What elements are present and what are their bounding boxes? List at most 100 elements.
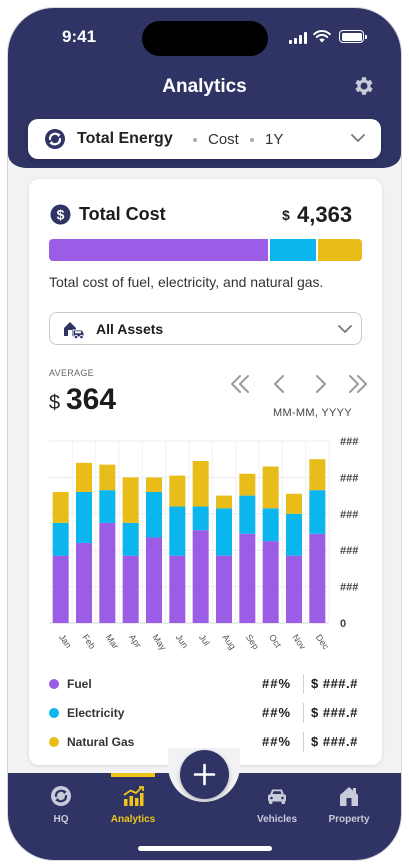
- bar-segment-electricity: [239, 495, 256, 534]
- last-period-icon[interactable]: [346, 373, 370, 395]
- stacked-bar-chart: 0 ### ### ### ### ### Jan Feb Mar Apr May Jun Jul Aug…: [49, 436, 358, 652]
- bar-segment-fuel: [286, 555, 302, 623]
- average-label: AVERAGE: [49, 368, 94, 378]
- tab-hq[interactable]: HQ: [26, 785, 96, 825]
- tab-label: Vehicles: [256, 814, 298, 825]
- x-tick-label: Jun: [174, 632, 191, 650]
- average-value: 364: [66, 383, 117, 416]
- bar-segment-natural-gas: [309, 459, 326, 491]
- x-tick-label: Jan: [57, 632, 74, 650]
- bar-segment-fuel: [52, 555, 69, 623]
- analytics-icon: [123, 786, 144, 806]
- average-currency: $: [49, 392, 61, 414]
- house-icon: [340, 787, 358, 806]
- add-button[interactable]: [180, 750, 229, 799]
- legend-value: $ ###.#: [311, 734, 358, 749]
- bar-segment-electricity: [122, 522, 139, 556]
- tab-analytics[interactable]: Analytics: [98, 785, 168, 825]
- plus-icon: [193, 763, 216, 786]
- dollar-icon: $: [50, 204, 71, 225]
- bar-segment-fuel: [122, 555, 139, 623]
- x-tick-label: Aug: [220, 632, 237, 651]
- assets-icon: [64, 322, 85, 339]
- bar-segment-natural-gas: [52, 491, 69, 523]
- bar-segment-fuel: [146, 537, 162, 623]
- bar-segment-electricity: [309, 490, 326, 534]
- car-icon: [268, 789, 286, 804]
- bar-segment-fuel: [239, 533, 256, 623]
- wifi-icon: [313, 30, 331, 43]
- x-tick-label: Nov: [290, 632, 308, 651]
- cost-bar-natural-gas: [318, 239, 362, 261]
- separator-dot: [250, 138, 254, 142]
- tab-property[interactable]: Property: [314, 785, 384, 825]
- bar-segment-fuel: [309, 533, 326, 623]
- bar-segment-natural-gas: [192, 461, 209, 507]
- battery-icon: [339, 30, 367, 43]
- phone-screen: 9:41 Analytics Total Energy Cost 1Y: [8, 8, 401, 860]
- tab-label: Property: [328, 814, 370, 825]
- bar-segment-fuel: [76, 542, 92, 623]
- tab-label: Analytics: [110, 814, 156, 825]
- bar-segment-natural-gas: [262, 466, 279, 509]
- x-tick-label: Mar: [104, 632, 121, 650]
- tab-vehicles[interactable]: Vehicles: [242, 785, 312, 825]
- legend-row-fuel: Fuel ##% $ ###.#: [49, 674, 362, 694]
- legend-name: Natural Gas: [67, 735, 135, 749]
- x-tick-label: Sep: [244, 632, 261, 651]
- y-tick-label: ###: [340, 545, 358, 557]
- x-tick-label: Dec: [314, 632, 332, 651]
- bar-segment-electricity: [192, 506, 209, 531]
- legend-divider: [303, 732, 304, 752]
- y-tick-label: 0: [340, 618, 346, 630]
- selector-period: 1Y: [265, 131, 284, 148]
- bar-segment-natural-gas: [286, 493, 302, 514]
- legend-percent: ##%: [262, 734, 292, 749]
- chevron-down-icon: [351, 134, 365, 142]
- bar-segment-natural-gas: [122, 477, 139, 523]
- y-tick-label: ###: [340, 582, 358, 594]
- first-period-icon[interactable]: [228, 373, 252, 395]
- svg-text:$: $: [57, 207, 65, 223]
- tab-label: HQ: [53, 814, 69, 825]
- bar-segment-natural-gas: [99, 464, 116, 491]
- energy-cycle-icon: [45, 129, 65, 149]
- selector-metric: Total Energy: [77, 130, 173, 147]
- total-cost-currency: $: [282, 207, 290, 223]
- status-time: 9:41: [62, 27, 97, 46]
- bar-segment-electricity: [262, 508, 279, 542]
- previous-period-icon[interactable]: [268, 373, 292, 395]
- x-tick-label: Jul: [197, 632, 212, 647]
- dynamic-island: [142, 21, 268, 56]
- bar-segment-electricity: [52, 522, 69, 556]
- energy-selector[interactable]: Total Energy Cost 1Y: [28, 119, 381, 159]
- total-cost-title: Total Cost: [79, 204, 166, 224]
- next-period-icon[interactable]: [308, 373, 332, 395]
- legend-name: Fuel: [67, 677, 92, 691]
- gear-icon[interactable]: [352, 74, 376, 98]
- y-tick-label: ###: [340, 436, 358, 448]
- date-range: MM-MM, YYYY: [273, 407, 352, 419]
- y-tick-label: ###: [340, 509, 358, 521]
- assets-dropdown[interactable]: All Assets: [49, 312, 362, 345]
- bar-segment-fuel: [216, 555, 232, 623]
- cost-breakdown-bar: [49, 239, 362, 261]
- legend-value: $ ###.#: [311, 676, 358, 691]
- bar-segment-fuel: [99, 522, 116, 623]
- legend-divider: [303, 703, 304, 723]
- bar-segment-electricity: [286, 513, 302, 556]
- total-cost-value: 4,363: [297, 202, 353, 227]
- legend-row-electricity: Electricity ##% $ ###.#: [49, 703, 362, 723]
- hq-icon: [51, 786, 71, 806]
- analytics-card: $ Total Cost $ 4,363 Total cost of fuel,…: [29, 179, 382, 765]
- bar-segment-fuel: [262, 541, 279, 623]
- active-tab-indicator: [111, 773, 155, 777]
- legend-percent: ##%: [262, 705, 292, 720]
- legend-row-natural-gas: Natural Gas ##% $ ###.#: [49, 732, 362, 752]
- bar-segment-electricity: [169, 506, 186, 556]
- assets-label: All Assets: [96, 321, 164, 337]
- selector-measure: Cost: [208, 131, 239, 148]
- cost-description: Total cost of fuel, electricity, and nat…: [49, 274, 324, 290]
- bar-segment-electricity: [76, 491, 92, 543]
- cost-bar-electricity: [270, 239, 316, 261]
